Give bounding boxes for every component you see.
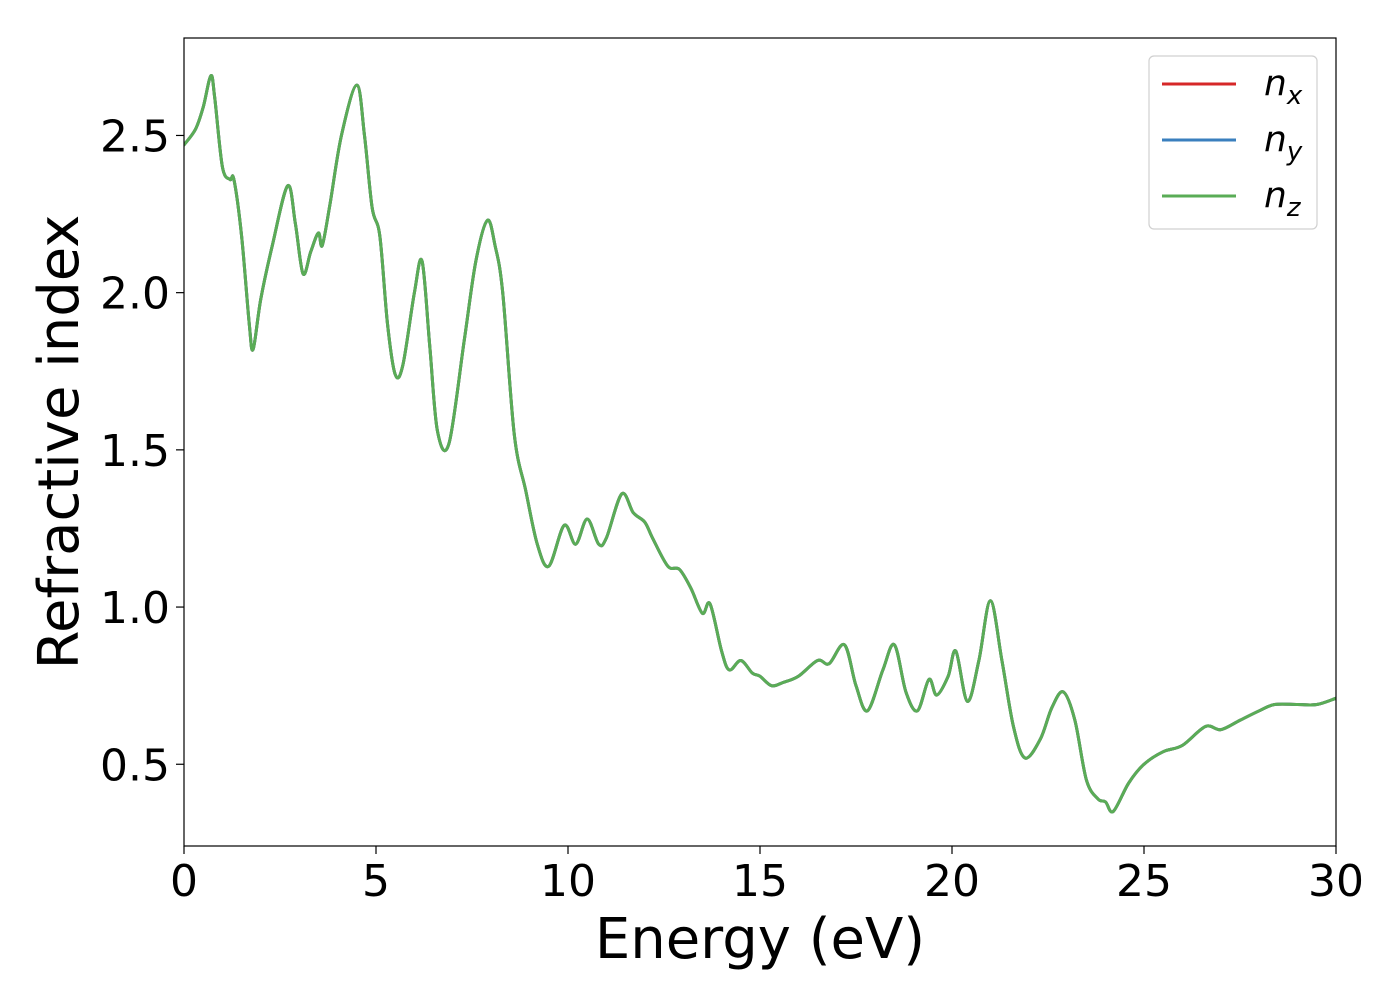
y-tick-label: 0.5 — [100, 740, 170, 791]
legend-label-x: nx — [1264, 63, 1303, 111]
y-tick-label: 1.5 — [100, 426, 170, 477]
x-tick-label: 0 — [170, 856, 198, 907]
x-axis-ticks: 0 5 10 15 20 25 30 — [170, 846, 1364, 907]
legend-label-y: ny — [1264, 119, 1303, 167]
x-tick-label: 5 — [362, 856, 390, 907]
x-tick-label: 15 — [732, 856, 788, 907]
y-axis-ticks: 0.5 1.0 1.5 2.0 2.5 — [100, 111, 184, 791]
series-line-z — [184, 74, 1336, 814]
y-tick-label: 2.0 — [100, 269, 170, 320]
y-tick-label: 1.0 — [100, 583, 170, 634]
y-tick-label: 2.5 — [100, 111, 170, 162]
legend-frame — [1148, 55, 1318, 230]
y-axis-label: Refractive index — [27, 215, 92, 670]
x-axis-label: Energy (eV) — [595, 907, 925, 972]
legend-label-z: nz — [1264, 175, 1302, 223]
series-layer — [184, 74, 1336, 814]
x-tick-label: 20 — [924, 856, 980, 907]
legend: nx ny nz — [1148, 55, 1318, 230]
x-tick-label: 10 — [540, 856, 596, 907]
x-tick-label: 30 — [1308, 856, 1364, 907]
x-tick-label: 25 — [1116, 856, 1172, 907]
